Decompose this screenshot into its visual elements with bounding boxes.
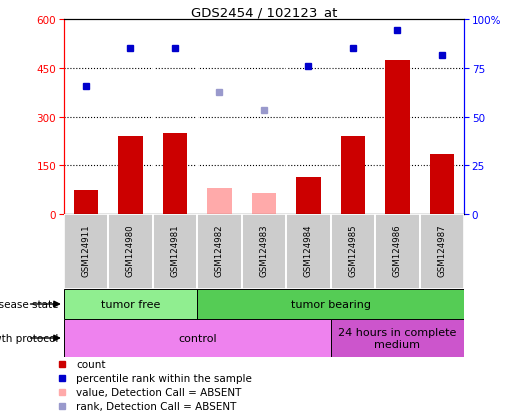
Bar: [330, 214, 375, 289]
Text: disease state: disease state: [0, 299, 59, 309]
Bar: [152, 214, 197, 289]
Title: GDS2454 / 102123_at: GDS2454 / 102123_at: [190, 6, 336, 19]
Bar: [162, 133, 187, 214]
Text: GSM124911: GSM124911: [81, 224, 90, 277]
Text: count: count: [76, 359, 105, 369]
Bar: [330, 319, 463, 357]
Bar: [197, 214, 241, 289]
Bar: [241, 214, 286, 289]
Text: GSM124987: GSM124987: [437, 224, 445, 277]
Bar: [375, 214, 419, 289]
Text: GSM124981: GSM124981: [170, 224, 179, 277]
Text: control: control: [178, 333, 216, 343]
Bar: [251, 193, 275, 214]
Text: tumor bearing: tumor bearing: [290, 299, 370, 309]
Text: tumor free: tumor free: [101, 299, 160, 309]
Text: 24 hours in complete
medium: 24 hours in complete medium: [337, 328, 456, 349]
Text: GSM124983: GSM124983: [259, 224, 268, 277]
Bar: [207, 189, 231, 214]
Text: value, Detection Call = ABSENT: value, Detection Call = ABSENT: [76, 387, 241, 397]
Bar: [64, 214, 108, 289]
Bar: [429, 154, 453, 214]
Text: growth protocol: growth protocol: [0, 333, 59, 343]
Bar: [64, 319, 330, 357]
Bar: [340, 137, 364, 214]
Bar: [64, 289, 197, 319]
Text: percentile rank within the sample: percentile rank within the sample: [76, 373, 251, 383]
Text: GSM124984: GSM124984: [303, 224, 313, 277]
Bar: [419, 214, 463, 289]
Text: GSM124985: GSM124985: [348, 224, 357, 277]
Text: GSM124982: GSM124982: [214, 224, 223, 277]
Bar: [286, 214, 330, 289]
Bar: [296, 177, 320, 214]
Bar: [74, 190, 98, 214]
Bar: [118, 137, 143, 214]
Bar: [197, 289, 463, 319]
Text: GSM124980: GSM124980: [126, 224, 135, 277]
Text: GSM124986: GSM124986: [392, 224, 401, 277]
Bar: [108, 214, 152, 289]
Bar: [384, 60, 409, 214]
Text: rank, Detection Call = ABSENT: rank, Detection Call = ABSENT: [76, 401, 236, 411]
